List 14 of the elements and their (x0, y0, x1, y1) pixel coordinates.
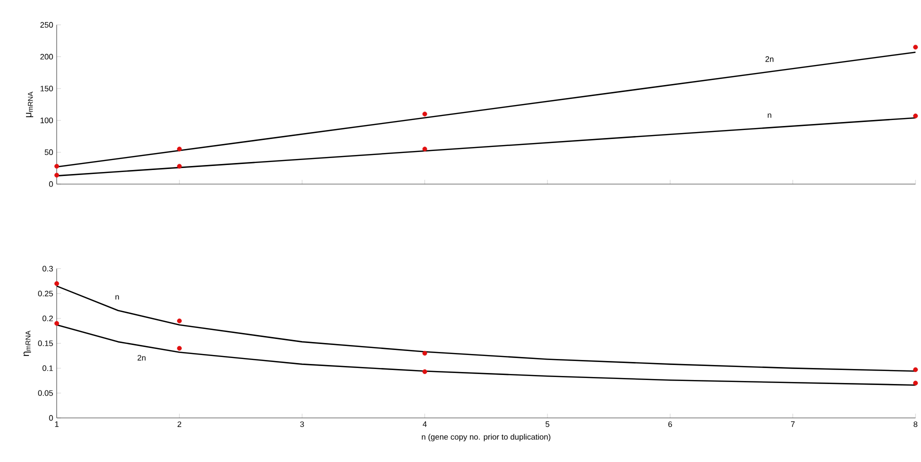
point (54, 172, 60, 178)
point (54, 321, 60, 326)
point (422, 146, 428, 152)
point (422, 369, 428, 374)
point (54, 281, 60, 286)
point (177, 146, 182, 152)
point (54, 164, 60, 169)
point (177, 164, 182, 169)
y-axis-title: η$_{mRNA}$ (24, 330, 31, 356)
point (422, 351, 428, 356)
point (177, 346, 182, 351)
point (422, 112, 428, 117)
point (177, 318, 182, 324)
y-axis-title: μ$_{mRNA}$ (26, 92, 34, 118)
